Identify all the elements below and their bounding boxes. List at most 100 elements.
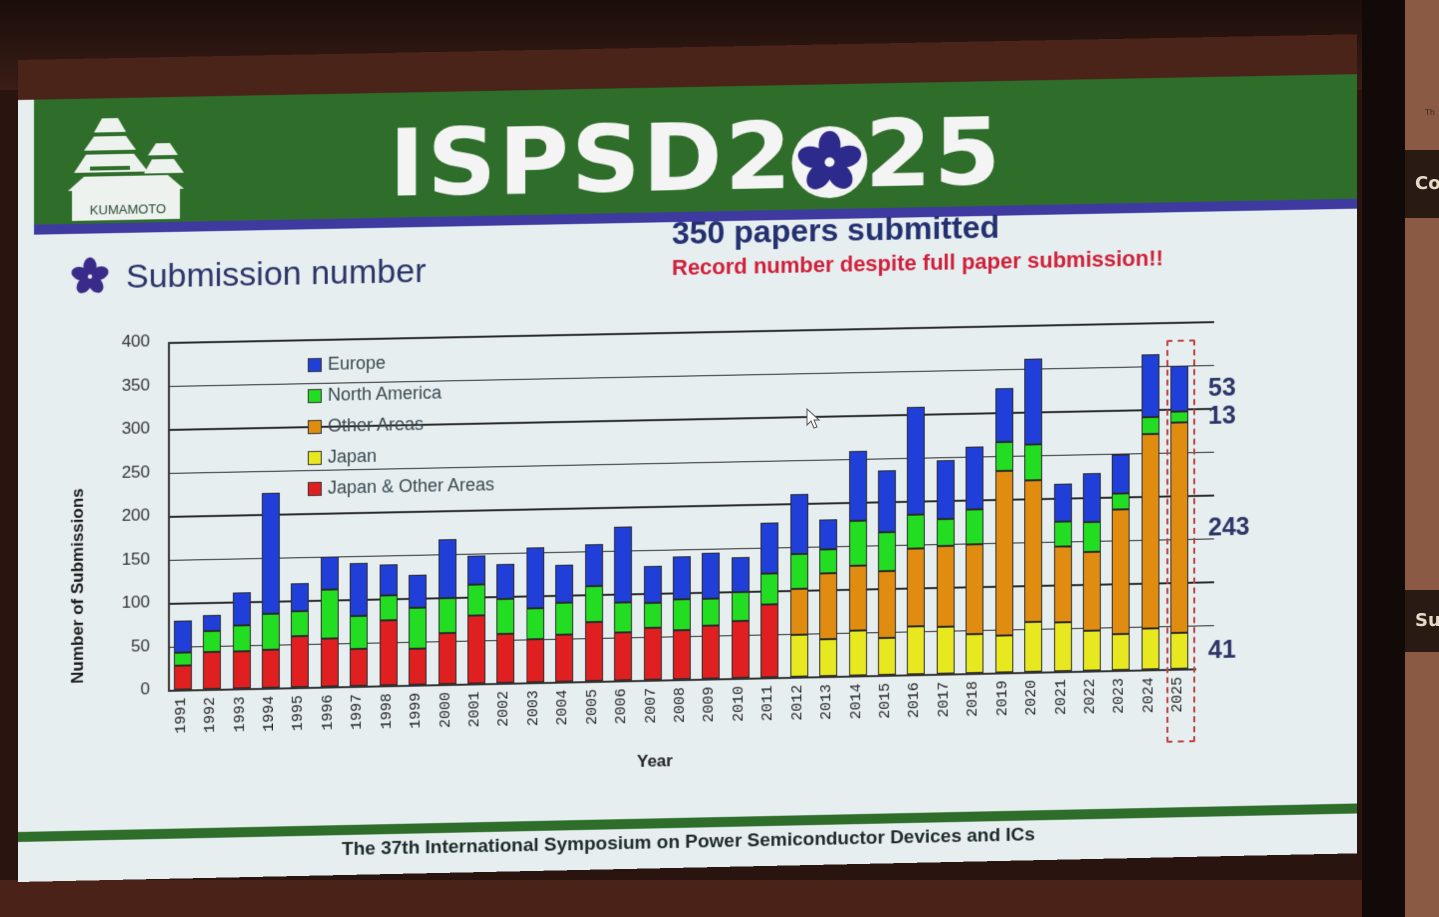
y-tick-label: 350 <box>121 374 150 395</box>
bar-segment <box>877 571 896 639</box>
bar-segment <box>584 586 603 623</box>
x-tick-label: 1996 <box>319 694 337 731</box>
y-tick-label: 50 <box>131 635 150 656</box>
y-tick-label: 100 <box>121 592 150 612</box>
bar-1993 <box>232 592 251 689</box>
bar-segment <box>349 563 368 616</box>
room-background-bottom <box>0 880 1439 917</box>
bar-segment <box>496 563 515 600</box>
bar-segment <box>1112 509 1131 635</box>
bar-2020 <box>1024 358 1043 672</box>
stacked-bar-chart: Number of Submissions 0 50 100 150 200 250 300… <box>68 299 1333 804</box>
x-tick-label: 1994 <box>260 695 278 732</box>
bar-segment <box>731 591 750 621</box>
bar-segment <box>1024 621 1043 672</box>
x-tick-label: 1995 <box>290 694 308 732</box>
bar-segment <box>819 639 838 677</box>
bar-segment <box>173 652 192 666</box>
bar-segment <box>349 615 368 649</box>
bar-segment <box>320 638 339 687</box>
bar-segment <box>261 649 280 688</box>
bar-segment <box>203 651 222 690</box>
bar-1991 <box>173 620 192 690</box>
bar-segment <box>936 459 955 520</box>
bar-segment <box>995 470 1014 636</box>
annotations: 53 13 243 41 <box>78 299 1333 664</box>
bar-segment <box>848 450 867 522</box>
x-tick-label: 2016 <box>906 682 924 719</box>
bar-segment <box>526 639 545 683</box>
x-tick-label: 2002 <box>495 690 513 727</box>
bar-segment <box>790 494 809 555</box>
bar-segment <box>291 611 310 636</box>
bar-segment <box>291 635 310 688</box>
bar-2007 <box>643 565 662 680</box>
bar-segment <box>995 441 1014 472</box>
legend-item: Japan <box>307 438 495 473</box>
bar-2003 <box>526 547 545 683</box>
bar-segment <box>643 565 662 604</box>
bar-2009 <box>702 552 721 679</box>
bar-segment <box>1053 622 1072 672</box>
bar-segment <box>848 565 867 631</box>
conference-brand-title: ISPSD2 25 <box>389 99 1003 218</box>
bar-segment <box>672 599 691 631</box>
bar-segment <box>173 620 192 654</box>
x-tick-label: 1998 <box>378 693 396 730</box>
bar-segment <box>848 520 867 566</box>
y-axis-title: Number of Submissions <box>67 488 87 684</box>
bar-segment <box>614 602 633 633</box>
y-tick-label: 250 <box>121 461 150 482</box>
bar-segment <box>936 545 955 627</box>
x-tick-label: 2011 <box>759 685 777 722</box>
bar-segment <box>731 620 750 679</box>
legend-label: Europe <box>327 352 386 374</box>
brand-prefix: ISPSD2 <box>388 102 794 218</box>
side-band: Co <box>1405 150 1439 218</box>
bar-segment <box>877 638 896 676</box>
bar-segment <box>1112 634 1131 671</box>
legend-item: Europe <box>307 345 495 380</box>
bar-segment <box>1053 521 1072 547</box>
bar-segment <box>965 509 984 545</box>
bar-segment <box>907 406 926 515</box>
bar-segment <box>907 626 926 675</box>
bar-1999 <box>408 574 427 685</box>
x-axis-ticks: 1991 1992 1993 1994 1995 1996 1997 1998 1999 2000… <box>78 299 1333 734</box>
bar-segment <box>1024 444 1043 481</box>
bar-segment <box>408 574 427 609</box>
bar-2006 <box>614 526 633 681</box>
legend-label: Japan & Other Areas <box>327 474 495 498</box>
bar-segment <box>819 573 838 640</box>
bar-segment <box>731 557 750 593</box>
bar-segment <box>965 633 984 674</box>
legend-swatch <box>307 481 322 496</box>
legend-swatch <box>307 450 322 465</box>
x-tick-label: 2005 <box>583 688 601 726</box>
bellflower-logo-icon <box>791 125 867 199</box>
x-tick-label: 2021 <box>1052 678 1070 716</box>
x-tick-label: 1991 <box>172 697 190 734</box>
legend-swatch <box>307 419 322 434</box>
bar-segment <box>790 554 809 590</box>
bar-segment <box>232 624 251 653</box>
bar-segment <box>467 584 486 616</box>
bar-segment <box>526 547 545 609</box>
headline: 350 papers submitted <box>671 208 1000 252</box>
bar-segment <box>173 665 192 690</box>
bar-segment <box>1112 492 1131 510</box>
bar-1998 <box>379 564 398 686</box>
bar-segment <box>965 544 984 635</box>
legend-label: Other Areas <box>327 413 424 436</box>
kumamoto-castle-icon <box>68 118 185 221</box>
section-title: Submission number <box>125 251 427 296</box>
bar-segment <box>760 522 779 575</box>
bar-segment <box>1024 479 1043 622</box>
side-band: Su <box>1405 590 1439 652</box>
bar-segment <box>1141 354 1160 418</box>
bar-segment <box>877 469 896 533</box>
bar-2004 <box>555 565 574 682</box>
bar-segment <box>320 589 339 639</box>
bar-segment <box>320 556 339 591</box>
value-annotation: 41 <box>1208 635 1236 665</box>
